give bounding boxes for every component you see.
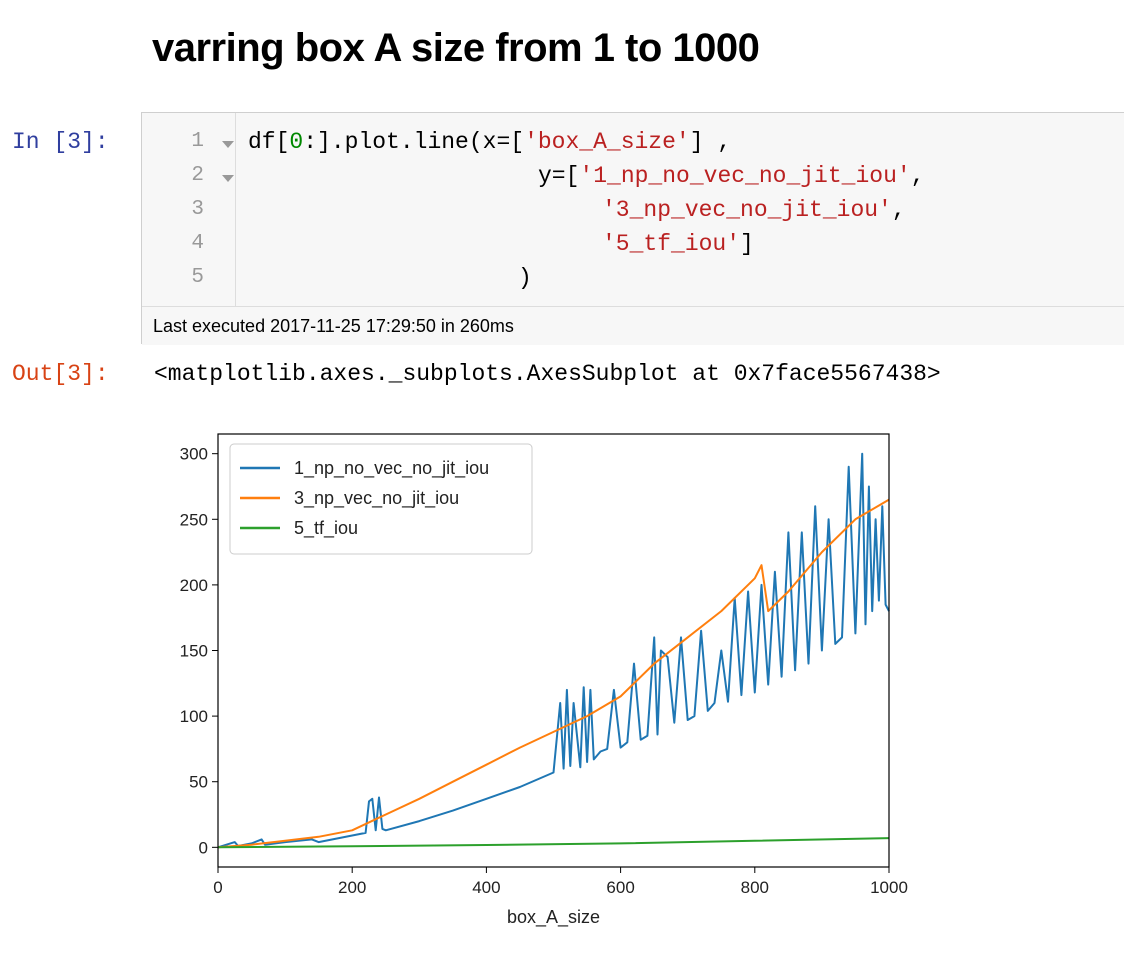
y-tick-label: 0 <box>199 838 208 857</box>
series-line-3 <box>217 837 890 849</box>
legend-label: 1_np_no_vec_no_jit_iou <box>294 458 489 479</box>
line-number-gutter: 1 2 3 4 5 <box>142 113 236 306</box>
y-tick-label: 200 <box>180 576 208 595</box>
y-tick-label: 100 <box>180 707 208 726</box>
legend-label: 3_np_vec_no_jit_iou <box>294 488 459 509</box>
x-tick-label: 200 <box>338 878 366 897</box>
line-chart: 0 200 400 600 800 1000 0 50 100 150 200 250 300 box_A… <box>180 433 908 928</box>
y-tick-label: 150 <box>180 642 208 661</box>
code-cell[interactable]: 1 2 3 4 5 df[0:].plot.line(x=['box_A_siz… <box>141 112 1124 345</box>
legend-label: 5_tf_iou <box>294 518 358 539</box>
code-line-5[interactable]: ) <box>518 265 532 291</box>
x-tick-label: 0 <box>213 878 222 897</box>
x-tick-label: 600 <box>606 878 634 897</box>
line-number: 2 <box>191 164 204 187</box>
y-tick-label: 250 <box>180 510 208 529</box>
line-number: 4 <box>191 232 204 255</box>
code-line-1[interactable]: df[0:].plot.line(x=['box_A_size'] , <box>248 129 732 155</box>
series-line-2 <box>217 498 890 849</box>
fold-arrow-icon[interactable] <box>222 141 234 148</box>
legend-box <box>229 443 533 555</box>
code-line-4[interactable]: '5_tf_iou'] <box>602 231 754 257</box>
x-tick-label: 400 <box>472 878 500 897</box>
x-tick-label: 800 <box>741 878 769 897</box>
x-axis-label: box_A_size <box>507 907 600 928</box>
x-tick-label: 1000 <box>870 878 908 897</box>
section-heading: varring box A size from 1 to 1000 <box>152 26 760 70</box>
output-text: <matplotlib.axes._subplots.AxesSubplot a… <box>154 361 941 387</box>
y-tick-label: 50 <box>189 773 208 792</box>
execution-status-text: Last executed 2017-11-25 17:29:50 in 260… <box>153 316 514 336</box>
y-tick-label: 300 <box>180 445 208 464</box>
execution-status-bar: Last executed 2017-11-25 17:29:50 in 260… <box>142 306 1124 345</box>
code-line-2[interactable]: y=['1_np_no_vec_no_jit_iou', <box>538 163 925 189</box>
fold-arrow-icon[interactable] <box>222 175 234 182</box>
output-prompt: Out[3]: <box>12 361 109 387</box>
input-prompt: In [3]: <box>12 129 109 155</box>
line-number: 5 <box>191 266 204 289</box>
line-number: 1 <box>191 130 204 153</box>
line-number: 3 <box>191 198 204 221</box>
code-line-3[interactable]: '3_np_vec_no_jit_iou', <box>602 197 906 223</box>
